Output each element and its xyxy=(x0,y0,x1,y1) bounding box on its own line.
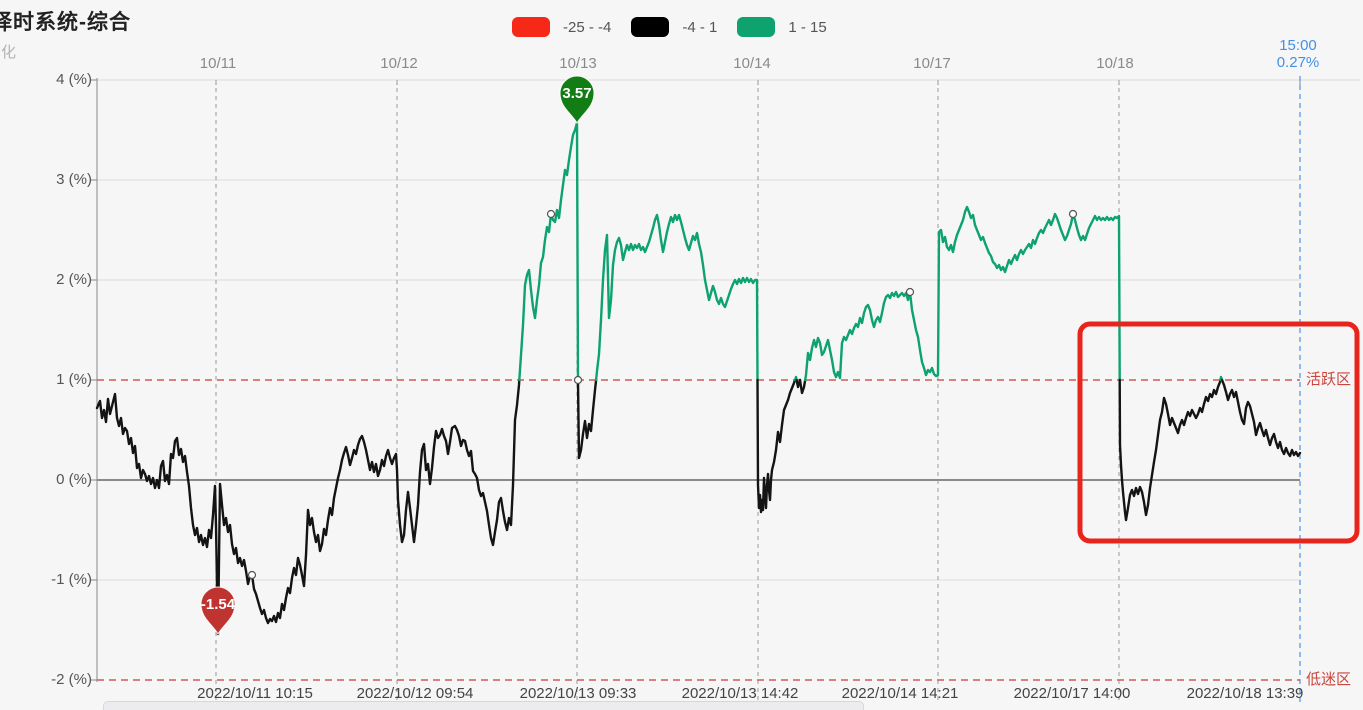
series-line[interactable] xyxy=(798,378,807,395)
bottom-axis-label: 2022/10/13 09:33 xyxy=(519,685,637,702)
series-line[interactable] xyxy=(756,378,797,514)
subtitle-fragment: 化 xyxy=(1,44,17,61)
legend-item-black-range[interactable]: -4 - 1 xyxy=(631,17,717,37)
top-axis-label: 10/12 xyxy=(380,55,418,72)
bottom-axis-label: 2022/10/17 14:00 xyxy=(1013,685,1131,702)
series-line[interactable] xyxy=(594,213,759,382)
top-axis-label: 10/17 xyxy=(913,55,951,72)
top-axis-label: 10/18 xyxy=(1096,55,1134,72)
legend-swatch-black xyxy=(631,17,670,37)
chart-legend: -25 - -4 -4 - 1 1 - 15 xyxy=(512,17,847,37)
series-line[interactable] xyxy=(576,378,598,460)
y-axis-label: -1 (%) xyxy=(51,571,92,588)
series-line[interactable] xyxy=(1220,378,1302,458)
bottom-axis-label: 2022/10/13 14:42 xyxy=(681,685,799,702)
data-point-marker xyxy=(905,287,915,297)
series-line[interactable] xyxy=(804,205,1121,382)
y-axis-label: 4 (%) xyxy=(56,71,92,88)
data-point-marker xyxy=(546,209,556,219)
y-axis-label: 3 (%) xyxy=(56,171,92,188)
page-title: 择时系统-综合 xyxy=(0,11,131,34)
bottom-axis-label: 2022/10/14 14:21 xyxy=(841,685,959,702)
current-percent: 0.27% xyxy=(1276,54,1320,71)
series-line[interactable] xyxy=(1118,378,1222,522)
series-line[interactable] xyxy=(518,121,580,382)
data-point-marker xyxy=(1068,209,1078,219)
top-axis-label: 10/11 xyxy=(199,55,237,72)
legend-label: -4 - 1 xyxy=(682,18,718,36)
series-line[interactable] xyxy=(95,378,521,636)
bottom-axis-label: 2022/10/12 09:54 xyxy=(356,685,474,702)
y-axis-label: 1 (%) xyxy=(56,371,92,388)
annotation-pin: -1.54 xyxy=(200,586,236,635)
bottom-axis-label: 2022/10/18 13:39 xyxy=(1186,685,1304,702)
legend-item-green-range[interactable]: 1 - 15 xyxy=(737,17,827,37)
top-axis-label: 10/13 xyxy=(559,55,597,72)
legend-item-red-range[interactable]: -25 - -4 xyxy=(512,17,611,37)
legend-swatch-red xyxy=(512,17,550,37)
annotation-pin-label: -1.54 xyxy=(201,596,236,613)
legend-label: -25 - -4 xyxy=(563,18,612,36)
data-point-marker xyxy=(573,375,583,385)
y-axis-label: 2 (%) xyxy=(56,271,92,288)
annotation-pin: 3.57 xyxy=(559,75,595,124)
y-axis-label: 0 (%) xyxy=(56,471,92,488)
annotation-pin-label: 3.57 xyxy=(562,85,591,102)
data-point-marker xyxy=(247,570,257,580)
legend-swatch-green xyxy=(737,17,776,37)
current-value-label: 15:00 0.27% xyxy=(1262,37,1334,71)
datazoom-slider[interactable] xyxy=(103,701,864,710)
legend-label: 1 - 15 xyxy=(788,18,827,36)
zone-label: 低迷区 xyxy=(1306,671,1352,688)
current-time: 15:00 xyxy=(1279,37,1317,54)
y-axis-label: -2 (%) xyxy=(51,671,92,688)
bottom-axis-label: 2022/10/11 10:15 xyxy=(197,685,313,702)
zone-label: 活跃区 xyxy=(1306,371,1352,388)
top-axis-label: 10/14 xyxy=(733,55,771,72)
highlight-rect xyxy=(1077,321,1360,544)
